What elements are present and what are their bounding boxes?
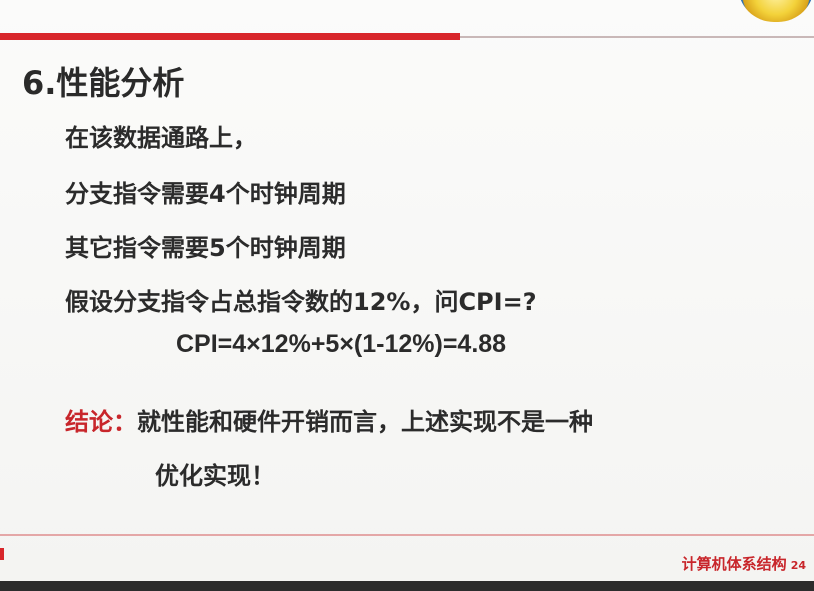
- bottom-strip: [0, 581, 814, 591]
- text-line-4: 假设分支指令占总指令数的12%，问CPI=?: [65, 288, 537, 316]
- header-gray-line: [460, 36, 814, 38]
- slide-title: 6.性能分析: [22, 64, 185, 102]
- text-line-2: 分支指令需要4个时钟周期: [65, 180, 346, 208]
- footer: 计算机体系结构 24: [682, 553, 806, 574]
- page-number: 24: [790, 559, 806, 572]
- conclusion-text: 就性能和硬件开销而言，上述实现不是一种: [137, 408, 593, 436]
- header-red-bar: [0, 33, 460, 40]
- cpi-formula: CPI=4×12%+5×(1-12%)=4.88: [176, 330, 507, 358]
- left-edge-mark: [0, 548, 4, 560]
- footer-divider: [0, 534, 814, 536]
- conclusion-text-continued: 优化实现！: [155, 462, 275, 490]
- university-logo: [738, 0, 814, 22]
- text-line-3: 其它指令需要5个时钟周期: [65, 234, 346, 262]
- conclusion-label: 结论：: [65, 408, 137, 436]
- text-line-1: 在该数据通路上，: [65, 124, 257, 152]
- conclusion: 结论：就性能和硬件开销而言，上述实现不是一种: [65, 402, 593, 437]
- course-name: 计算机体系结构: [681, 555, 787, 573]
